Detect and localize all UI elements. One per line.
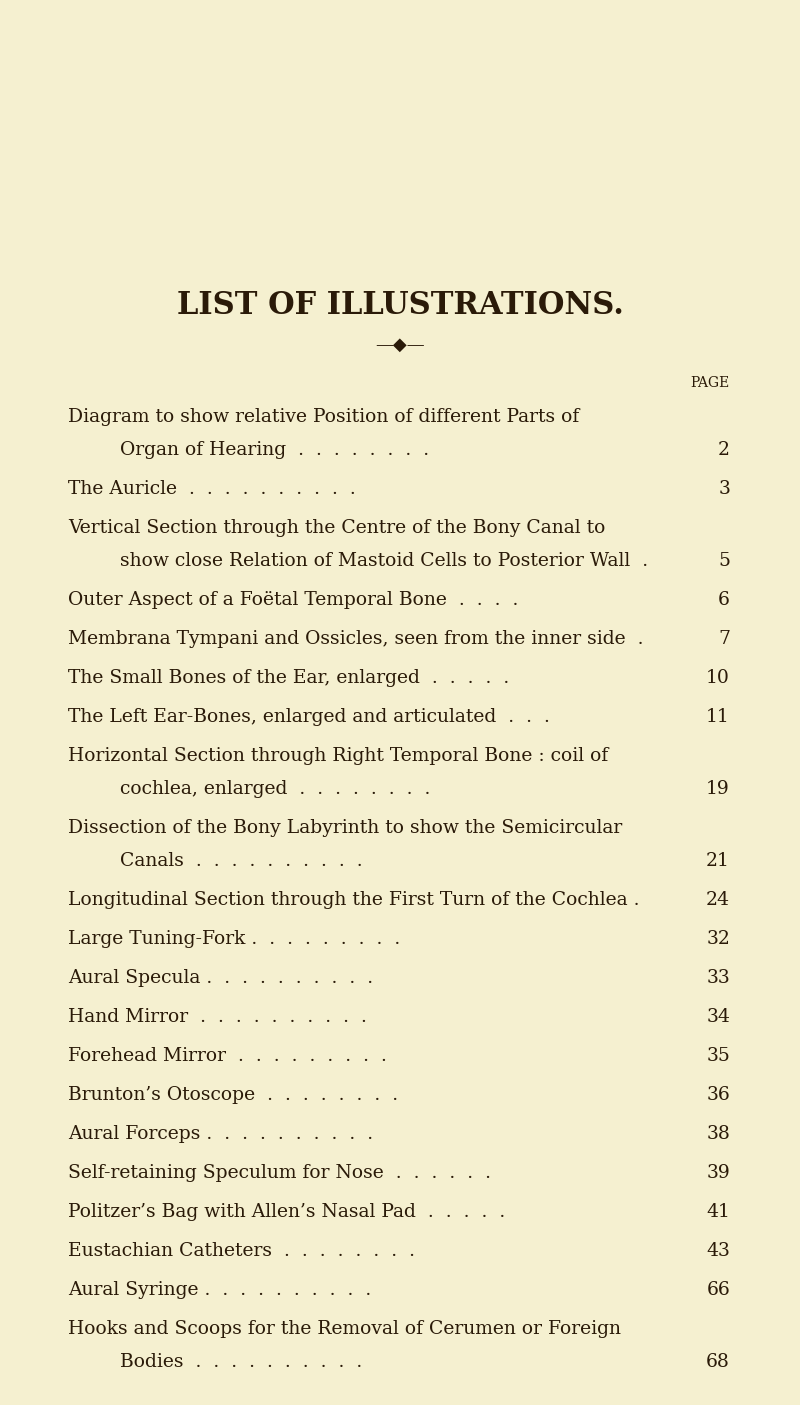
Text: Aural Syringe .  .  .  .  .  .  .  .  .  .: Aural Syringe . . . . . . . . . . [68,1281,371,1300]
Text: Brunton’s Otoscope  .  .  .  .  .  .  .  .: Brunton’s Otoscope . . . . . . . . [68,1086,398,1104]
Text: 10: 10 [706,669,730,687]
Text: Diagram to show relative Position of different Parts of: Diagram to show relative Position of dif… [68,407,579,426]
Text: Longitudinal Section through the First Turn of the Cochlea .: Longitudinal Section through the First T… [68,891,639,909]
Text: Eustachian Catheters  .  .  .  .  .  .  .  .: Eustachian Catheters . . . . . . . . [68,1242,415,1260]
Text: 6: 6 [718,592,730,608]
Text: 39: 39 [706,1163,730,1182]
Text: The Small Bones of the Ear, enlarged  .  .  .  .  .: The Small Bones of the Ear, enlarged . .… [68,669,510,687]
Text: LIST OF ILLUSTRATIONS.: LIST OF ILLUSTRATIONS. [177,289,623,320]
Text: Canals  .  .  .  .  .  .  .  .  .  .: Canals . . . . . . . . . . [120,851,362,870]
Text: Aural Forceps .  .  .  .  .  .  .  .  .  .: Aural Forceps . . . . . . . . . . [68,1125,373,1144]
Text: 41: 41 [706,1203,730,1221]
Text: Politzer’s Bag with Allen’s Nasal Pad  .  .  .  .  .: Politzer’s Bag with Allen’s Nasal Pad . … [68,1203,506,1221]
Text: 21: 21 [706,851,730,870]
Text: The Left Ear-Bones, enlarged and articulated  .  .  .: The Left Ear-Bones, enlarged and articul… [68,708,550,726]
Text: 66: 66 [706,1281,730,1300]
Text: Hand Mirror  .  .  .  .  .  .  .  .  .  .: Hand Mirror . . . . . . . . . . [68,1007,367,1026]
Text: 32: 32 [706,930,730,948]
Text: 19: 19 [706,780,730,798]
Text: 38: 38 [706,1125,730,1144]
Text: 36: 36 [706,1086,730,1104]
Text: 3: 3 [718,481,730,497]
Text: Vertical Section through the Centre of the Bony Canal to: Vertical Section through the Centre of t… [68,518,606,537]
Text: Dissection of the Bony Labyrinth to show the Semicircular: Dissection of the Bony Labyrinth to show… [68,819,622,837]
Text: Forehead Mirror  .  .  .  .  .  .  .  .  .: Forehead Mirror . . . . . . . . . [68,1047,387,1065]
Text: 7: 7 [718,629,730,648]
Text: Aural Specula .  .  .  .  .  .  .  .  .  .: Aural Specula . . . . . . . . . . [68,969,373,986]
Text: 5: 5 [718,552,730,570]
Text: 33: 33 [706,969,730,986]
Text: 68: 68 [706,1353,730,1371]
Text: 24: 24 [706,891,730,909]
Text: 11: 11 [706,708,730,726]
Text: Bodies  .  .  .  .  .  .  .  .  .  .: Bodies . . . . . . . . . . [120,1353,362,1371]
Text: 35: 35 [706,1047,730,1065]
Text: 43: 43 [706,1242,730,1260]
Text: The Auricle  .  .  .  .  .  .  .  .  .  .: The Auricle . . . . . . . . . . [68,481,356,497]
Text: Horizontal Section through Right Temporal Bone : coil of: Horizontal Section through Right Tempora… [68,747,608,764]
Text: Large Tuning-Fork .  .  .  .  .  .  .  .  .: Large Tuning-Fork . . . . . . . . . [68,930,400,948]
Text: cochlea, enlarged  .  .  .  .  .  .  .  .: cochlea, enlarged . . . . . . . . [120,780,430,798]
Text: show close Relation of Mastoid Cells to Posterior Wall  .: show close Relation of Mastoid Cells to … [120,552,648,570]
Text: Outer Aspect of a Foëtal Temporal Bone  .  .  .  .: Outer Aspect of a Foëtal Temporal Bone .… [68,592,518,608]
Text: Organ of Hearing  .  .  .  .  .  .  .  .: Organ of Hearing . . . . . . . . [120,441,429,459]
Text: Membrana Tympani and Ossicles, seen from the inner side  .: Membrana Tympani and Ossicles, seen from… [68,629,643,648]
Text: 2: 2 [718,441,730,459]
Text: 34: 34 [706,1007,730,1026]
Text: —◆—: —◆— [375,336,425,354]
Text: Self-retaining Speculum for Nose  .  .  .  .  .  .: Self-retaining Speculum for Nose . . . .… [68,1163,491,1182]
Text: PAGE: PAGE [690,377,730,391]
Text: Hooks and Scoops for the Removal of Cerumen or Foreign: Hooks and Scoops for the Removal of Ceru… [68,1321,621,1338]
